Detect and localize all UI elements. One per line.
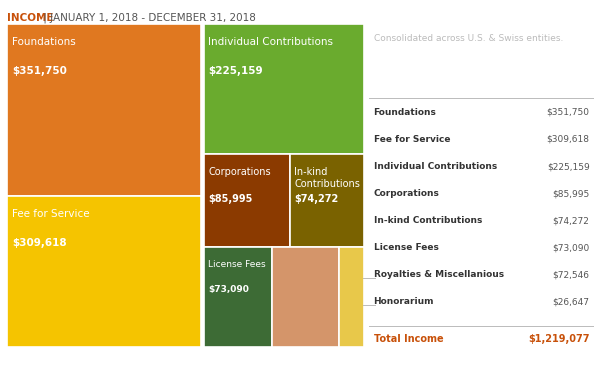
Text: $85,995: $85,995 — [552, 189, 589, 198]
Text: $351,750: $351,750 — [12, 66, 67, 76]
Text: Total Income: Total Income — [373, 334, 443, 344]
Text: In-kind Contributions: In-kind Contributions — [373, 216, 482, 225]
Text: Individual Contributions: Individual Contributions — [208, 37, 334, 47]
Text: $225,159: $225,159 — [208, 66, 263, 76]
Text: In-kind
Contributions: In-kind Contributions — [295, 167, 361, 189]
Text: Individual Contributions: Individual Contributions — [373, 162, 497, 171]
Bar — [272, 247, 340, 347]
Text: Fee for Service: Fee for Service — [373, 135, 450, 144]
Text: Fee for Service: Fee for Service — [12, 208, 89, 218]
Text: Foundations: Foundations — [373, 108, 436, 117]
Text: $72,546: $72,546 — [553, 270, 589, 279]
Text: Royalties & Miscellanious: Royalties & Miscellanious — [373, 270, 503, 279]
Text: $74,272: $74,272 — [553, 216, 589, 225]
Bar — [204, 247, 272, 347]
Text: $26,647: $26,647 — [553, 297, 589, 306]
Text: $309,618: $309,618 — [547, 135, 589, 144]
Bar — [7, 24, 201, 196]
Text: $85,995: $85,995 — [208, 194, 253, 204]
Text: Honorarium: Honorarium — [373, 297, 434, 306]
Text: Consolidated across U.S. & Swiss entities.: Consolidated across U.S. & Swiss entitie… — [373, 34, 563, 43]
Text: License Fees: License Fees — [208, 260, 266, 269]
Bar — [7, 196, 201, 347]
Text: $351,750: $351,750 — [547, 108, 589, 117]
Text: Foundations: Foundations — [12, 37, 76, 47]
Text: Corporations: Corporations — [208, 167, 271, 177]
Text: $1,219,077: $1,219,077 — [528, 334, 589, 344]
Text: License Fees: License Fees — [373, 243, 439, 252]
Text: $73,090: $73,090 — [208, 285, 249, 294]
Bar — [204, 24, 364, 154]
Text: INCOME: INCOME — [7, 13, 54, 23]
Text: Corporations: Corporations — [373, 189, 439, 198]
Text: $73,090: $73,090 — [552, 243, 589, 252]
Text: $225,159: $225,159 — [547, 162, 589, 171]
Text: $74,272: $74,272 — [295, 194, 339, 204]
Bar — [290, 154, 364, 247]
Text: $309,618: $309,618 — [12, 238, 67, 248]
Text: | JANUARY 1, 2018 - DECEMBER 31, 2018: | JANUARY 1, 2018 - DECEMBER 31, 2018 — [40, 13, 256, 23]
Bar — [340, 247, 364, 347]
Bar — [204, 154, 290, 247]
